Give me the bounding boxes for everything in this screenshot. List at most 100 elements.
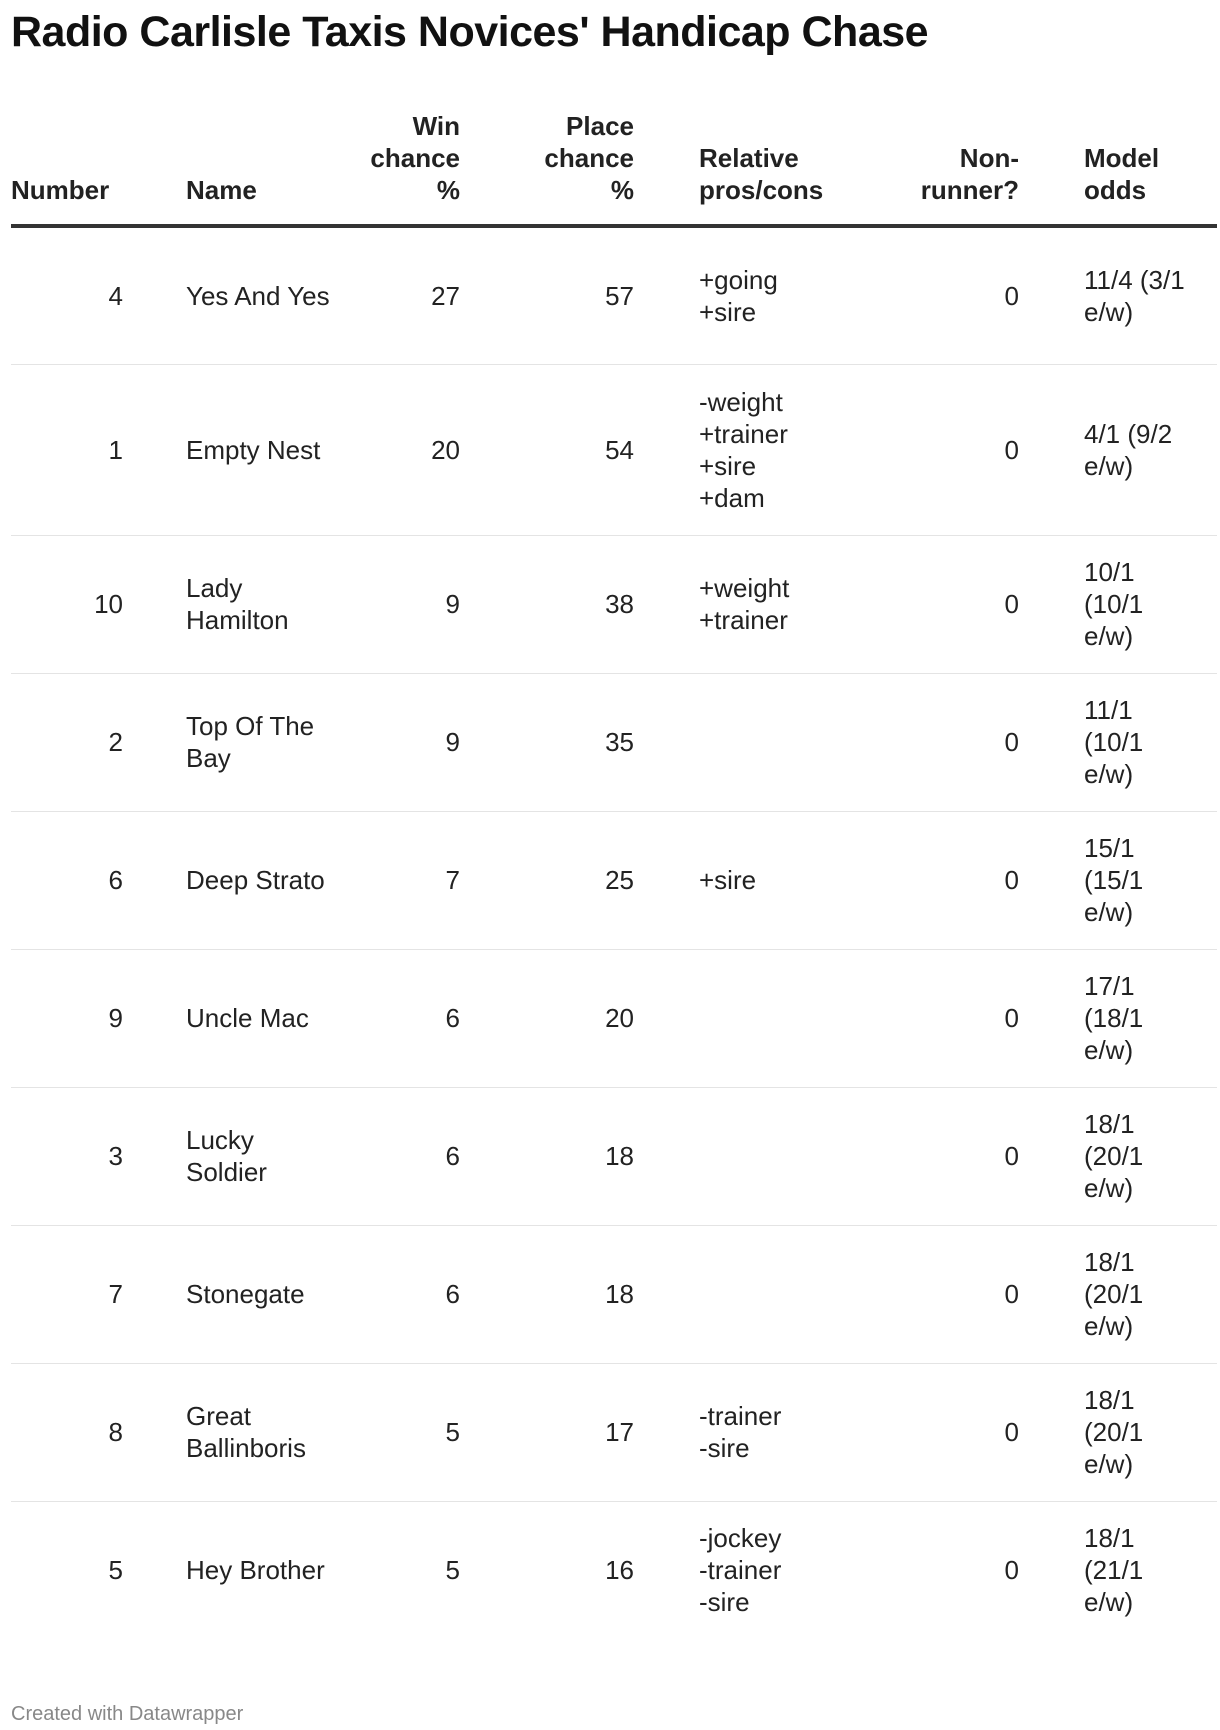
cell-place: 20: [605, 1003, 634, 1033]
cell-name: Deep Strato: [123, 811, 360, 949]
horse-name: Lucky Soldier: [186, 1125, 267, 1187]
col-nonrunner-label: Non-runner?: [920, 143, 1019, 205]
cell-name: Empty Nest: [123, 364, 360, 535]
cell-number: 10: [94, 589, 123, 619]
cell-proscons: [634, 1087, 909, 1225]
cell-nonrunner: 0: [1004, 1279, 1019, 1309]
cell-nonrunner: 0: [1004, 1141, 1019, 1171]
model-odds: 10/1 (10/1 e/w): [1084, 557, 1144, 651]
col-nonrunner[interactable]: Non-runner?: [909, 110, 1019, 226]
horse-name: Uncle Mac: [186, 1003, 309, 1033]
col-proscons[interactable]: Relative pros/cons: [634, 110, 909, 226]
col-proscons-label: Relative pros/cons: [699, 143, 824, 205]
cell-odds: 11/4 (3/1 e/w): [1019, 226, 1217, 364]
race-table: Number Name Win chance % Place chance % …: [11, 110, 1217, 1639]
model-odds: 11/1 (10/1 e/w): [1084, 695, 1144, 789]
cell-proscons: -trainer -sire: [699, 1401, 782, 1463]
cell-win: 9: [445, 727, 460, 757]
cell-nonrunner: 0: [1004, 1555, 1019, 1586]
col-odds[interactable]: Model odds: [1019, 110, 1217, 226]
cell-nonrunner: 0: [1004, 280, 1019, 311]
col-name[interactable]: Name: [186, 175, 257, 205]
cell-win: 6: [445, 1003, 460, 1033]
cell-place: 25: [605, 865, 634, 895]
table-row: 8 Great Ballinboris 5 17 -trainer -sire …: [11, 1363, 1217, 1501]
cell-win: 20: [431, 434, 460, 465]
table-row: 7 Stonegate 6 18 0 18/1 (20/1 e/w): [11, 1225, 1217, 1363]
header-row: Number Name Win chance % Place chance % …: [11, 110, 1217, 226]
horse-name: Yes And Yes: [186, 280, 330, 311]
cell-nonrunner: 0: [1004, 1003, 1019, 1033]
cell-win: 7: [445, 865, 460, 895]
cell-nonrunner: 0: [1004, 1417, 1019, 1447]
cell-odds: 18/1 (21/1 e/w): [1019, 1501, 1217, 1639]
cell-name: Uncle Mac: [123, 949, 360, 1087]
cell-win: 6: [445, 1141, 460, 1171]
cell-proscons: -weight +trainer +sire +dam: [699, 386, 788, 513]
col-place-label: Place chance %: [544, 111, 634, 205]
cell-place: 38: [605, 589, 634, 619]
col-place[interactable]: Place chance %: [460, 110, 634, 226]
cell-name: Hey Brother: [123, 1501, 360, 1639]
cell-number: 7: [108, 1279, 123, 1309]
horse-name: Great Ballinboris: [186, 1401, 306, 1463]
table-row: 1 Empty Nest 20 54 -weight +trainer +sir…: [11, 364, 1217, 535]
table-row: 3 Lucky Soldier 6 18 0 18/1 (20/1 e/w): [11, 1087, 1217, 1225]
model-odds: 18/1 (20/1 e/w): [1084, 1109, 1144, 1203]
page-title: Radio Carlisle Taxis Novices' Handicap C…: [11, 8, 929, 56]
cell-odds: 17/1 (18/1 e/w): [1019, 949, 1217, 1087]
cell-odds: 11/1 (10/1 e/w): [1019, 673, 1217, 811]
table-row: 10 Lady Hamilton 9 38 +weight +trainer 0…: [11, 535, 1217, 673]
table-row: 6 Deep Strato 7 25 +sire 0 15/1 (15/1 e/…: [11, 811, 1217, 949]
cell-number: 2: [108, 727, 123, 757]
cell-odds: 15/1 (15/1 e/w): [1019, 811, 1217, 949]
cell-number: 6: [108, 865, 123, 895]
cell-win: 5: [445, 1417, 460, 1447]
cell-proscons: [634, 673, 909, 811]
cell-odds: 4/1 (9/2 e/w): [1019, 364, 1217, 535]
table-row: 2 Top Of The Bay 9 35 0 11/1 (10/1 e/w): [11, 673, 1217, 811]
model-odds: 11/4 (3/1 e/w): [1084, 264, 1185, 327]
cell-name: Lucky Soldier: [123, 1087, 360, 1225]
horse-name: Deep Strato: [186, 865, 325, 895]
horse-name: Empty Nest: [186, 434, 321, 465]
cell-number: 8: [108, 1417, 123, 1447]
col-win[interactable]: Win chance %: [360, 110, 460, 226]
cell-win: 9: [445, 589, 460, 619]
cell-place: 35: [605, 727, 634, 757]
cell-place: 54: [605, 434, 634, 465]
cell-odds: 18/1 (20/1 e/w): [1019, 1225, 1217, 1363]
table-row: 5 Hey Brother 5 16 -jockey -trainer -sir…: [11, 1501, 1217, 1639]
cell-place: 18: [605, 1141, 634, 1171]
cell-place: 18: [605, 1279, 634, 1309]
cell-odds: 18/1 (20/1 e/w): [1019, 1363, 1217, 1501]
model-odds: 18/1 (21/1 e/w): [1084, 1523, 1144, 1618]
cell-nonrunner: 0: [1004, 434, 1019, 465]
model-odds: 15/1 (15/1 e/w): [1084, 833, 1144, 927]
horse-name: Top Of The Bay: [186, 711, 315, 773]
cell-place: 16: [605, 1555, 634, 1586]
cell-proscons: +weight +trainer: [699, 573, 790, 635]
cell-nonrunner: 0: [1004, 589, 1019, 619]
cell-win: 6: [445, 1279, 460, 1309]
cell-proscons: +sire: [699, 865, 757, 895]
model-odds: 17/1 (18/1 e/w): [1084, 971, 1144, 1065]
cell-name: Yes And Yes: [123, 226, 360, 364]
cell-number: 9: [108, 1003, 123, 1033]
col-win-label: Win chance %: [370, 111, 460, 205]
cell-win: 5: [445, 1555, 460, 1586]
table-row: 4 Yes And Yes 27 57 +going +sire 0 11/4 …: [11, 226, 1217, 364]
cell-number: 5: [108, 1555, 123, 1586]
cell-number: 3: [108, 1141, 123, 1171]
cell-place: 17: [605, 1417, 634, 1447]
cell-proscons: -jockey -trainer -sire: [699, 1523, 782, 1618]
col-odds-label: Model odds: [1084, 143, 1160, 205]
cell-name: Great Ballinboris: [123, 1363, 360, 1501]
cell-name: Lady Hamilton: [123, 535, 360, 673]
cell-odds: 18/1 (20/1 e/w): [1019, 1087, 1217, 1225]
col-number[interactable]: Number: [11, 175, 110, 205]
horse-name: Lady Hamilton: [186, 573, 289, 635]
horse-name: Stonegate: [186, 1279, 305, 1309]
cell-proscons: [634, 949, 909, 1087]
cell-proscons: [634, 1225, 909, 1363]
